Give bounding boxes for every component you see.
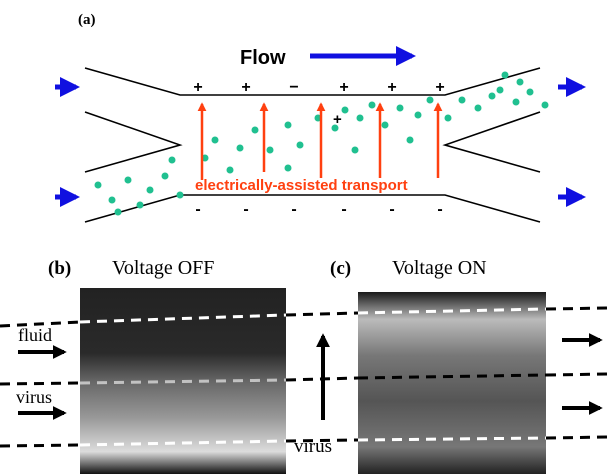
panel-label: (a) [78,12,96,28]
particle [427,97,434,104]
particle [95,182,102,189]
particle [297,142,304,149]
label: fluid [18,325,52,345]
panel-title: Voltage OFF [112,257,214,279]
flow-label: Flow [240,47,286,69]
charge: + [435,79,444,96]
charge: - [243,201,248,218]
particle [369,102,376,109]
particle [475,105,482,112]
charge: + [193,79,202,96]
particle [285,122,292,129]
particle [527,89,534,96]
charge: + [333,111,342,128]
label: virus [557,315,591,334]
particle [147,187,154,194]
particle [342,107,349,114]
particle [115,209,122,216]
label: virus [16,387,52,407]
label: virus [294,436,332,457]
charge: - [389,201,394,218]
particle [502,72,509,79]
transport-arrows [202,104,438,180]
channel [85,68,540,222]
particle [109,197,116,204]
particle [397,105,404,112]
particle [169,157,176,164]
charge: - [291,201,296,218]
particle [162,173,169,180]
particle [382,122,389,129]
particle [459,97,466,104]
charge: + [241,79,250,96]
particle [177,192,184,199]
particle [237,145,244,152]
particle [513,99,520,106]
charge: + [339,79,348,96]
particle [415,112,422,119]
charge: - [437,201,442,218]
particle [285,165,292,172]
micrograph [358,292,546,474]
particle [445,115,452,122]
charge: - [195,201,200,218]
particle [267,147,274,154]
particle [227,167,234,174]
panel-label: (c) [330,258,351,279]
particle [125,177,132,184]
particle [407,137,414,144]
particle [357,115,364,122]
particle [517,79,524,86]
particle [137,202,144,209]
panel-label: (b) [48,258,71,279]
particle [497,87,504,94]
charge: − [289,79,298,96]
particle [212,137,219,144]
particle [252,127,259,134]
transport-label: electrically-assisted transport [195,177,408,194]
charge: - [341,201,346,218]
panel-title: Voltage ON [392,257,487,279]
figure: (a) Flow + + − + + + - - - - - - + electrically-as… [0,0,608,474]
particle [352,147,359,154]
particle [542,102,549,109]
charge: + [387,79,396,96]
particle [489,93,496,100]
